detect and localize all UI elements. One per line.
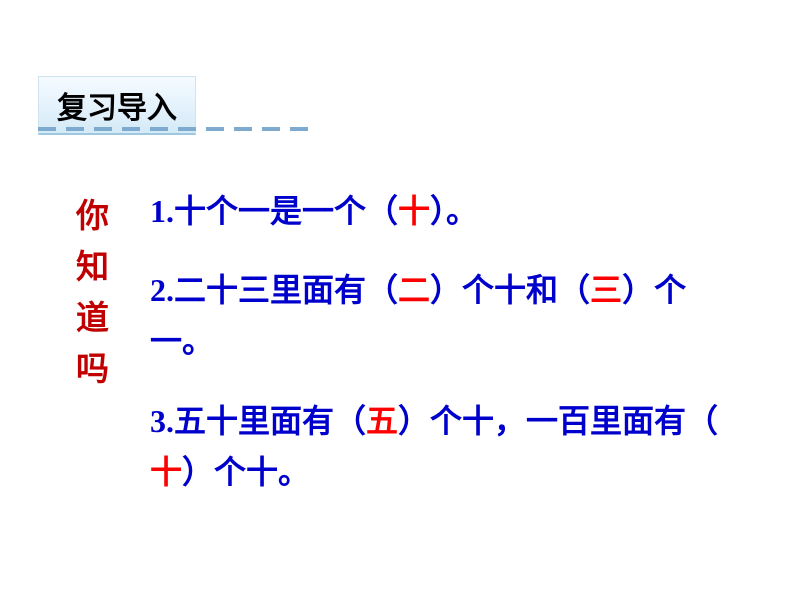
- q1-answer: 十: [398, 186, 430, 237]
- q3-pre: 3.五十里面有（: [150, 403, 366, 439]
- q1-post: ）。: [430, 193, 478, 229]
- q2-answer-2: 三: [590, 265, 622, 316]
- section-title: 复习导入: [57, 92, 177, 125]
- q2-pre: 2.二十三里面有（: [150, 272, 398, 308]
- vlabel-char: 知: [76, 243, 109, 294]
- q2-mid: ）个十和（: [430, 272, 590, 308]
- q3-post: ）个十。: [182, 454, 310, 490]
- q3-answer-1: 五: [366, 396, 398, 447]
- q3-mid: ）个十，一百里面有（: [398, 403, 718, 439]
- vertical-prompt: 你 知 道 吗: [76, 192, 109, 397]
- vlabel-char: 吗: [76, 345, 109, 396]
- header-underline: [38, 127, 308, 131]
- q1-pre: 1.十个一是一个（: [150, 193, 398, 229]
- question-item-2: 2.二十三里面有（二）个十和（三）个一。: [150, 265, 750, 367]
- q2-answer-1: 二: [398, 265, 430, 316]
- question-item-1: 1.十个一是一个（十）。: [150, 186, 750, 237]
- vlabel-char: 道: [76, 294, 109, 345]
- vlabel-char: 你: [76, 192, 109, 243]
- question-item-3: 3.五十里面有（五）个十，一百里面有（ 十）个十。: [150, 396, 750, 498]
- question-list: 1.十个一是一个（十）。 2.二十三里面有（二）个十和（三）个一。 3.五十里面…: [150, 186, 750, 526]
- q3-answer-2: 十: [150, 447, 182, 498]
